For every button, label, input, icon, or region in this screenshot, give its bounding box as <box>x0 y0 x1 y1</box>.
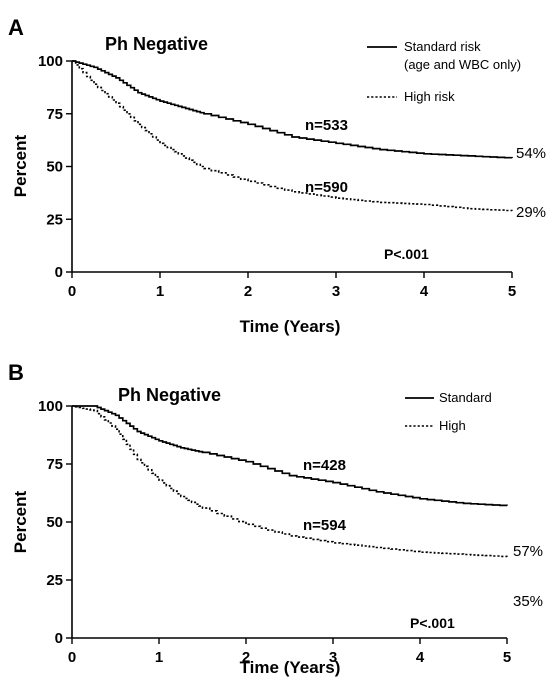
y-axis-title: Percent <box>11 490 30 553</box>
n-label: n=533 <box>305 117 348 134</box>
x-tick-label: 3 <box>332 283 340 300</box>
legend-entry: Standard risk <box>404 39 481 54</box>
n-label: n=428 <box>303 457 346 474</box>
legend-entry: High <box>439 418 466 433</box>
x-tick-label: 1 <box>156 283 164 300</box>
y-tick-label: 25 <box>46 572 63 589</box>
x-tick-label: 5 <box>503 649 511 666</box>
x-tick-label: 1 <box>155 649 163 666</box>
y-tick-label: 50 <box>46 159 63 176</box>
y-tick-label: 100 <box>38 53 63 70</box>
end-percent-label: 57% <box>513 543 543 560</box>
y-axis-title: Percent <box>11 134 30 197</box>
y-tick-label: 100 <box>38 398 63 415</box>
n-label: n=594 <box>303 517 347 534</box>
chart-subtitle: Ph Negative <box>118 385 221 405</box>
end-percent-label: 35% <box>513 593 543 610</box>
p-value-label: P<.001 <box>410 615 455 631</box>
x-tick-label: 2 <box>244 283 252 300</box>
standard-risk-curve <box>72 405 508 507</box>
end-percent-label: 29% <box>516 204 546 221</box>
standard-risk-curve <box>72 60 513 159</box>
y-tick-label: 0 <box>55 264 63 281</box>
chart-subtitle: Ph Negative <box>105 34 208 54</box>
y-tick-label: 25 <box>46 211 63 228</box>
panel-letter: A <box>8 15 24 40</box>
high-risk-curve <box>72 60 513 212</box>
x-tick-label: 0 <box>68 283 76 300</box>
x-tick-label: 5 <box>508 283 516 300</box>
x-tick-label: 0 <box>68 649 76 666</box>
x-tick-label: 2 <box>242 649 250 666</box>
high-risk-curve <box>72 405 508 558</box>
legend-entry-note: (age and WBC only) <box>404 57 521 72</box>
end-percent-label: 54% <box>516 145 546 162</box>
x-tick-label: 4 <box>420 283 429 300</box>
n-label: n=590 <box>305 179 348 196</box>
y-tick-label: 50 <box>46 514 63 531</box>
x-tick-label: 4 <box>416 649 425 666</box>
x-axis-title: Time (Years) <box>240 317 341 336</box>
y-tick-label: 0 <box>55 630 63 647</box>
p-value-label: P<.001 <box>384 246 429 262</box>
legend-entry: Standard <box>439 390 492 405</box>
y-tick-label: 75 <box>46 106 63 123</box>
y-tick-label: 75 <box>46 456 63 473</box>
x-tick-label: 3 <box>329 649 337 666</box>
legend-entry: High risk <box>404 89 455 104</box>
x-axis-title: Time (Years) <box>240 658 341 677</box>
panel-letter: B <box>8 360 24 385</box>
